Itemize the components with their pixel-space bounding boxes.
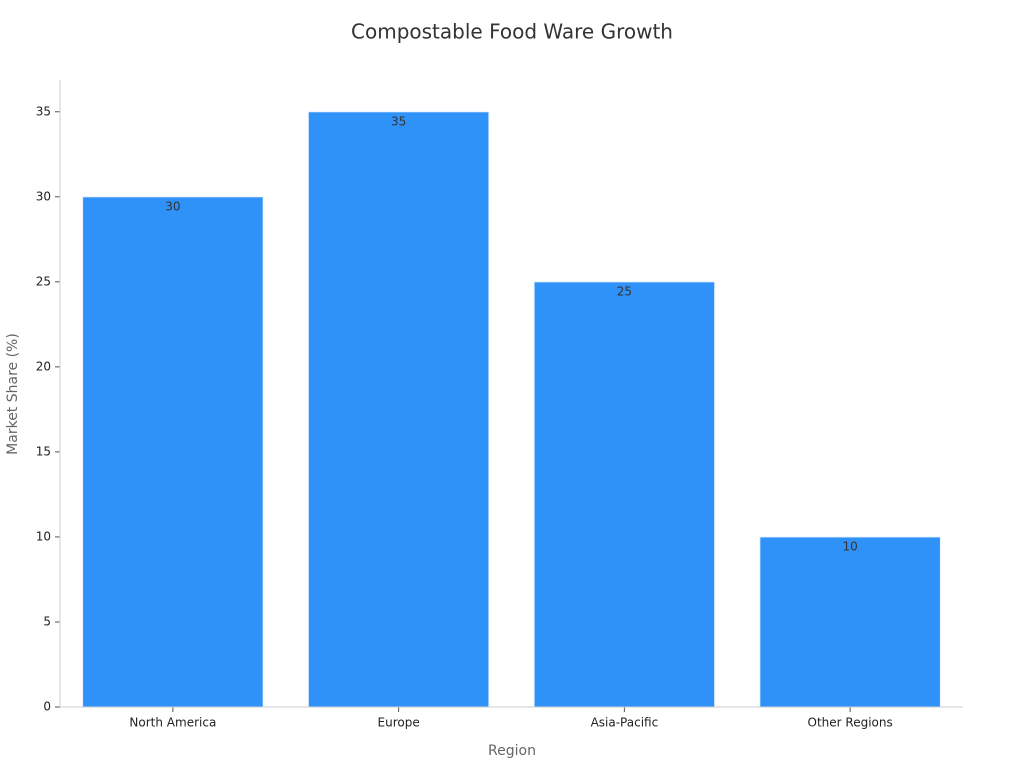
y-tick-label: 15 — [36, 444, 51, 458]
x-tick-label: Europe — [378, 716, 420, 730]
y-tick-label: 0 — [43, 700, 51, 714]
bar — [307, 111, 490, 708]
bar — [533, 281, 716, 708]
y-axis-label: Market Share (%) — [5, 333, 21, 455]
data-label: 10 — [842, 539, 857, 553]
chart-title: Compostable Food Ware Growth — [351, 20, 673, 44]
y-tick-label: 30 — [36, 189, 51, 203]
y-tick-label: 20 — [36, 359, 51, 373]
x-tick-label: North America — [129, 716, 216, 730]
data-label: 35 — [391, 114, 406, 128]
data-label: 25 — [617, 284, 632, 298]
y-tick-label: 5 — [43, 614, 51, 628]
x-tick-label: Other Regions — [808, 716, 893, 730]
data-label: 30 — [165, 199, 180, 213]
x-tick-label: Asia-Pacific — [591, 716, 659, 730]
x-axis-label: Region — [488, 743, 536, 759]
y-tick-label: 35 — [36, 104, 51, 118]
bar — [759, 536, 941, 708]
y-tick-label: 25 — [36, 274, 51, 288]
bar — [82, 196, 264, 708]
y-tick-label: 10 — [36, 529, 51, 543]
